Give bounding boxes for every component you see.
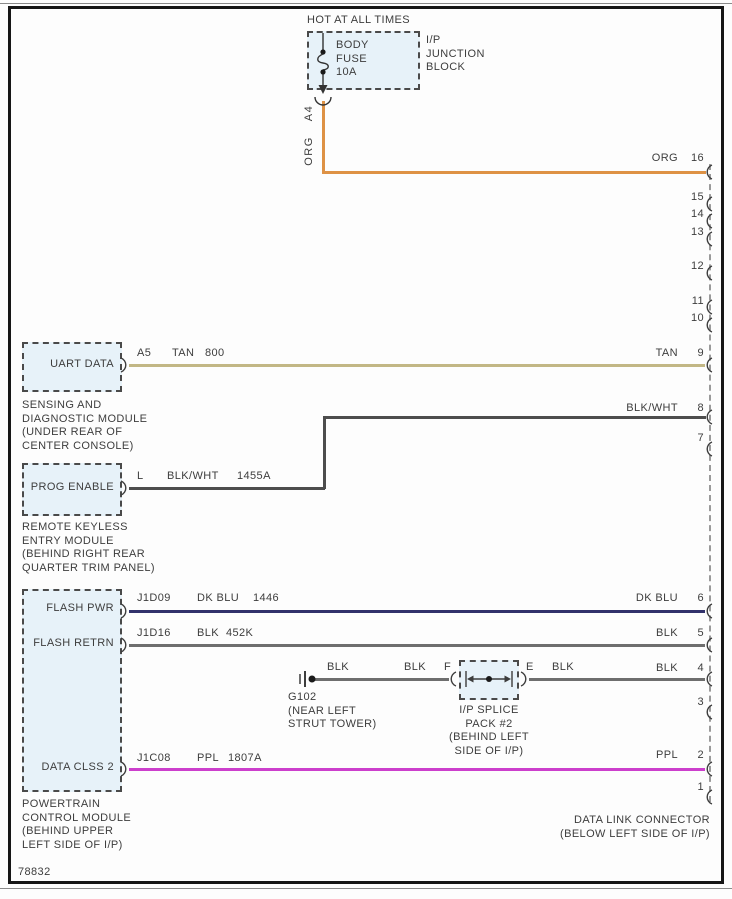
sdm-pin-name: UART DATA — [50, 358, 114, 370]
pcm-wire-color-2: BLK — [197, 627, 219, 639]
wire-blkwht-lower — [129, 486, 325, 490]
pcm-circuit-1: 1446 — [253, 592, 280, 604]
dlc-pin-9: 9 — [697, 347, 704, 359]
dlc-wire-color-blkwht: BLK/WHT — [626, 402, 678, 414]
pcm-pin-id-1: J1D09 — [137, 592, 171, 604]
dlc-wire-color-org: ORG — [651, 152, 678, 164]
page-bottom-rule — [0, 888, 732, 889]
dlc-wire-color-ppl: PPL — [656, 749, 678, 761]
wire-blk-splice-to-dlc — [529, 677, 705, 681]
dlc-pin-8: 8 — [697, 402, 704, 414]
wire-dkblu — [129, 609, 705, 613]
rke-wire-color: BLK/WHT — [167, 470, 219, 482]
dlc-pin-11: 11 — [691, 295, 704, 307]
wire-blk-452k — [129, 643, 705, 647]
dlc-pin-10: 10 — [690, 312, 704, 324]
dlc-pin-15: 15 — [690, 191, 704, 203]
ground-wire-label-1: BLK — [327, 661, 349, 673]
diagram-border-frame — [8, 6, 724, 884]
wire-tan — [129, 363, 705, 367]
sdm-module-name: SENSING AND DIAGNOSTIC MODULE (UNDER REA… — [22, 399, 148, 452]
pcm-circuit-3: 1807A — [228, 752, 262, 764]
dlc-pin-4: 4 — [697, 662, 704, 674]
dlc-name: DATA LINK CONNECTOR (BELOW LEFT SIDE OF … — [560, 814, 710, 840]
dlc-pin-6: 6 — [697, 592, 704, 604]
dlc-pin-16: 16 — [690, 152, 704, 164]
pcm-pin-id-2: J1D16 — [137, 627, 171, 639]
pcm-pin-name-data-clss-2: DATA CLSS 2 — [41, 761, 114, 773]
drawing-number: 78832 — [18, 866, 51, 878]
splice-pin-out-label: E — [526, 661, 534, 673]
org-wire-label-vertical: ORG — [303, 136, 315, 166]
pcm-module-name: POWERTRAIN CONTROL MODULE (BEHIND UPPER … — [22, 798, 132, 851]
splice-name: I/P SPLICE PACK #2 (BEHIND LEFT SIDE OF … — [449, 704, 529, 757]
dlc-pin-1: 1 — [697, 781, 704, 793]
rke-circuit-number: 1455A — [237, 470, 271, 482]
dlc-pin-7: 7 — [697, 432, 704, 444]
pcm-wire-color-3: PPL — [197, 752, 219, 764]
dlc-pin-12: 12 — [690, 260, 704, 272]
dlc-wire-color-dkblu: DK BLU — [635, 592, 678, 604]
junction-block-label: I/P JUNCTION BLOCK — [426, 34, 485, 73]
fuse-pin-label: A4 — [303, 104, 315, 122]
dlc-pin-3: 3 — [697, 696, 704, 708]
dlc-pin-14: 14 — [690, 208, 704, 220]
sdm-box — [22, 342, 122, 392]
dlc-wire-color-tan: TAN — [655, 347, 678, 359]
wire-org-vertical — [321, 101, 325, 172]
fuse-name: BODY FUSE 10A — [336, 39, 369, 78]
pcm-circuit-2: 452K — [226, 627, 254, 639]
splice-box — [459, 660, 519, 700]
rke-pin-id: L — [137, 470, 144, 482]
wire-blkwht-upper — [322, 415, 706, 419]
splice-out-wire-label: BLK — [552, 661, 574, 673]
dlc-connector-dashed-line — [709, 164, 711, 802]
sdm-circuit-number: 800 — [205, 347, 225, 359]
splice-pin-in-label: F — [444, 661, 452, 673]
pcm-pin-name-flash-pwr: FLASH PWR — [46, 602, 114, 614]
power-source-label: HOT AT ALL TIMES — [307, 14, 410, 26]
rke-module-name: REMOTE KEYLESS ENTRY MODULE (BEHIND RIGH… — [22, 521, 155, 574]
sdm-pin-id: A5 — [137, 347, 152, 359]
sdm-wire-color: TAN — [172, 347, 195, 359]
pcm-pin-name-flash-retrn: FLASH RETRN — [33, 637, 114, 649]
ground-name: G102 (NEAR LEFT STRUT TOWER) — [288, 691, 377, 730]
dlc-pin-5: 5 — [697, 627, 704, 639]
dlc-pin-2: 2 — [697, 749, 704, 761]
pcm-pin-id-3: J1C08 — [137, 752, 171, 764]
wire-ppl — [129, 767, 705, 771]
dlc-pin-13: 13 — [690, 226, 704, 238]
ground-wire-label-2: BLK — [404, 661, 426, 673]
wire-blk-ground-to-splice — [313, 677, 449, 681]
pcm-wire-color-1: DK BLU — [197, 592, 240, 604]
rke-pin-name: PROG ENABLE — [30, 481, 114, 493]
wire-org-horizontal — [321, 170, 706, 174]
pcm-box — [22, 589, 122, 792]
wire-blkwht-riser — [322, 416, 326, 489]
dlc-wire-color-blk4: BLK — [656, 662, 678, 674]
page-top-rule — [0, 3, 732, 4]
dlc-wire-color-blk5: BLK — [656, 627, 678, 639]
